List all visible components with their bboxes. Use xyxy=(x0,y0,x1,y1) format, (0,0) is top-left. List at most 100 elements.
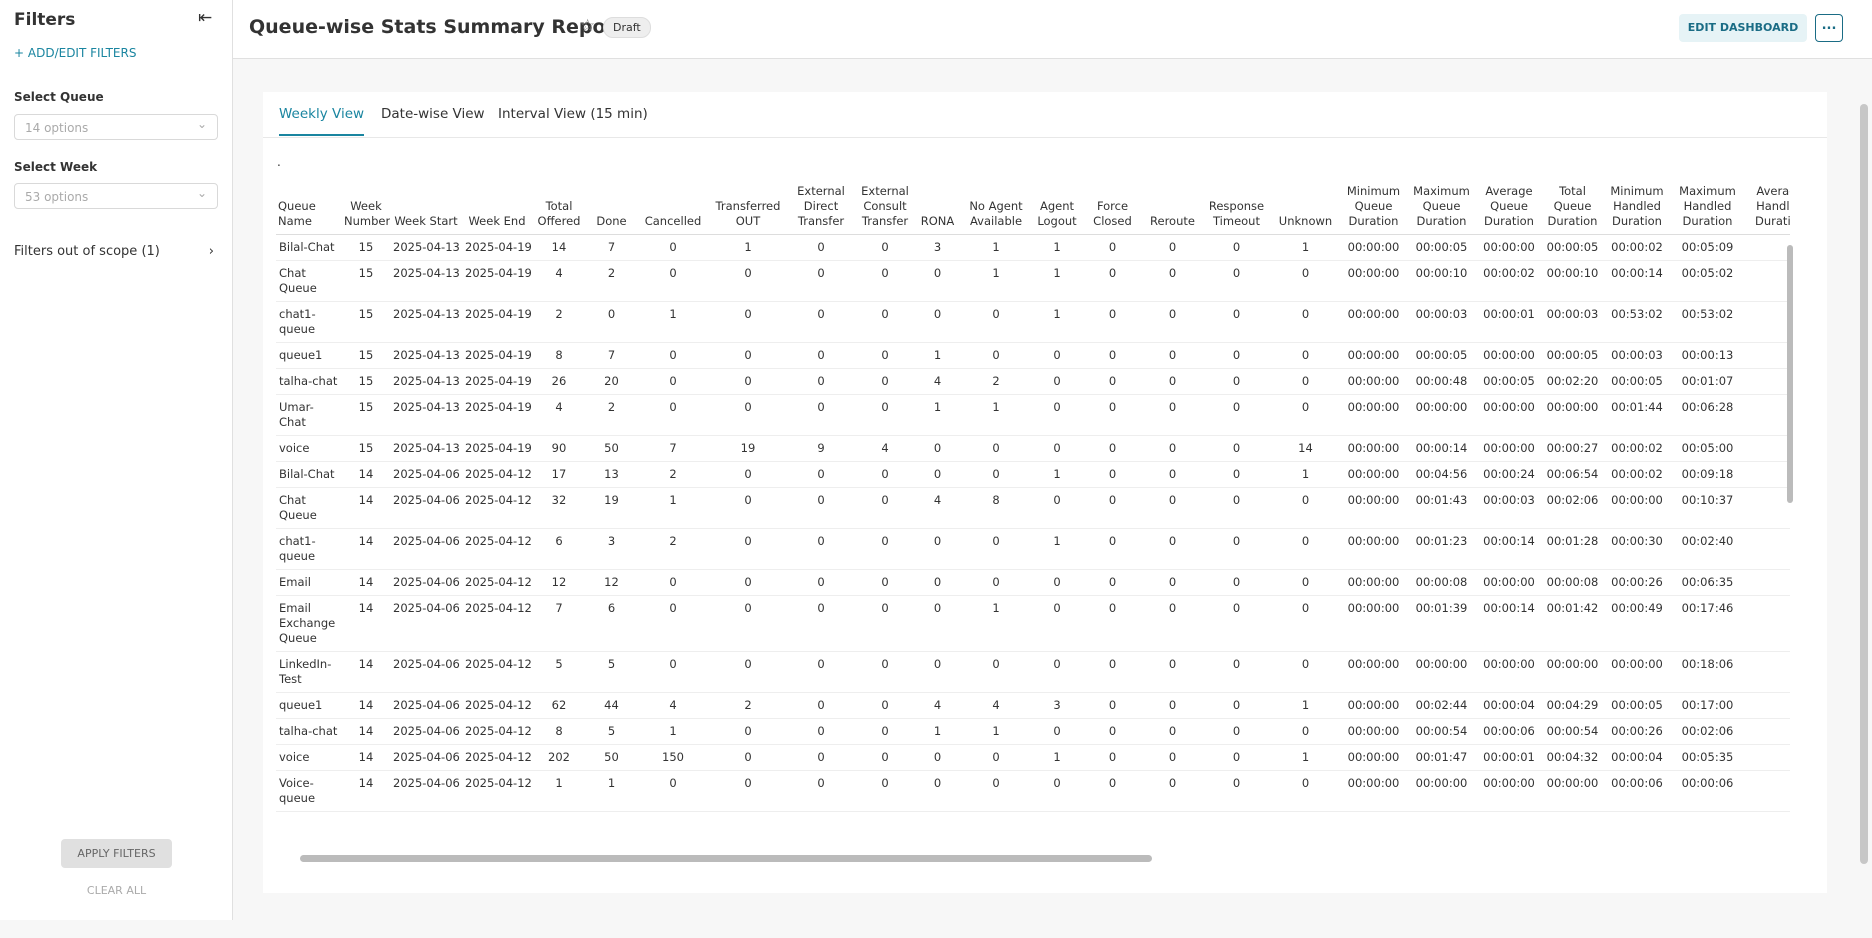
table-cell: 1 xyxy=(1032,301,1082,343)
table-cell: 0 xyxy=(1143,692,1202,719)
table-cell: 2025-04-12 xyxy=(462,744,532,771)
table-cell: 0 xyxy=(1271,718,1340,745)
column-header[interactable]: Week Start xyxy=(390,179,462,235)
column-header[interactable]: Agent Logout xyxy=(1032,179,1082,235)
table-cell: 00:00:00 xyxy=(1476,770,1542,812)
table-cell: 00:00:14 xyxy=(1603,260,1671,302)
table-cell: 0 xyxy=(1202,394,1271,436)
column-header[interactable]: Queue Name xyxy=(276,179,342,235)
filter-label: Select Queue xyxy=(14,90,104,104)
edit-button[interactable]: EDIT DASHBOARD xyxy=(1679,14,1807,42)
filter-select[interactable]: 53 options xyxy=(14,180,218,209)
table-cell: 14 xyxy=(342,770,390,812)
table-cell: 0 xyxy=(637,342,709,369)
column-header[interactable]: Week End xyxy=(462,179,532,235)
table-cell: 0 xyxy=(855,718,915,745)
table-cell: Chat Queue xyxy=(276,260,342,302)
table-cell: 4 xyxy=(915,368,960,395)
table-cell xyxy=(1744,744,1790,771)
table-cell: 1 xyxy=(1032,260,1082,302)
column-header[interactable]: External Direct Transfer xyxy=(787,179,855,235)
table-cell: 0 xyxy=(855,744,915,771)
table-cell xyxy=(1744,770,1790,812)
column-header[interactable]: Reroute xyxy=(1143,179,1202,235)
table-row: LinkedIn-Test 14 2025-04-06 2025-04-12 5 5 0 0 0… xyxy=(276,651,1790,693)
column-header[interactable]: Response Timeout xyxy=(1202,179,1271,235)
header: Queue-wise Stats Summary Report ☆ Draft … xyxy=(233,0,1872,59)
table-cell: 0 xyxy=(1202,770,1271,812)
add-filters-button[interactable]: + ADD/EDIT FILTERS xyxy=(14,46,137,60)
add-filters-label[interactable]: ADD/EDIT FILTERS xyxy=(27,46,137,60)
table-cell: 0 xyxy=(709,301,787,343)
table-cell: 00:00:13 xyxy=(1671,342,1744,369)
table-cell: 00:10:37 xyxy=(1671,487,1744,529)
table-cell: 00:01:42 xyxy=(1542,595,1603,652)
more-button[interactable]: ... xyxy=(1815,14,1843,42)
tab[interactable]: Date-wise View xyxy=(381,106,485,122)
clear-button[interactable]: CLEAR ALL xyxy=(86,884,147,897)
column-header[interactable]: No Agent Available xyxy=(960,179,1032,235)
table-cell: 0 xyxy=(787,569,855,596)
table-cell: 0 xyxy=(1143,744,1202,771)
column-header[interactable]: Week Number xyxy=(342,179,390,235)
favorite-star[interactable]: ☆ xyxy=(580,16,596,36)
table-cell: 0 xyxy=(1202,718,1271,745)
table-cell: 00:00:03 xyxy=(1476,487,1542,529)
table-cell: 2025-04-19 xyxy=(462,301,532,343)
table-cell: 00:02:06 xyxy=(1542,487,1603,529)
table-cell: Email Exchange Queue xyxy=(276,595,342,652)
column-header[interactable]: Maximum Handled Duration xyxy=(1671,179,1744,235)
table-cell: 1 xyxy=(1271,234,1340,261)
column-header[interactable]: Cancelled xyxy=(637,179,709,235)
table-cell: 00:02:20 xyxy=(1542,368,1603,395)
table-cell: 0 xyxy=(855,651,915,693)
table-cell xyxy=(1744,692,1790,719)
column-header[interactable]: Average Handled Duration xyxy=(1744,179,1790,235)
column-header[interactable]: Minimum Handled Duration xyxy=(1603,179,1671,235)
column-header[interactable]: Minimum Queue Duration xyxy=(1340,179,1407,235)
table-cell: 1 xyxy=(637,487,709,529)
column-header[interactable]: Done xyxy=(586,179,637,235)
table-cell: 0 xyxy=(709,461,787,488)
table-cell: 2025-04-19 xyxy=(462,260,532,302)
table-cell xyxy=(1744,368,1790,395)
table-cell: 0 xyxy=(855,394,915,436)
out-of-scope-toggle[interactable]: Filters out of scope (1) › xyxy=(14,244,214,259)
table-cell: 0 xyxy=(855,487,915,529)
column-header[interactable]: Average Queue Duration xyxy=(1476,179,1542,235)
filter-select[interactable]: 14 options xyxy=(14,111,218,140)
table-cell: 00:00:00 xyxy=(1542,770,1603,812)
table-cell: 00:00:27 xyxy=(1542,435,1603,462)
table-cell: 00:01:44 xyxy=(1603,394,1671,436)
column-header[interactable]: RONA xyxy=(915,179,960,235)
table-cell: 0 xyxy=(1143,368,1202,395)
column-header[interactable]: Force Closed xyxy=(1082,179,1143,235)
table-row: Chat Queue 14 2025-04-06 2025-04-12 32 19 1 0 0 0… xyxy=(276,487,1790,529)
table-cell: 0 xyxy=(1271,651,1340,693)
column-header[interactable]: Unknown xyxy=(1271,179,1340,235)
table-cell: Email xyxy=(276,569,342,596)
table-cell: 00:00:05 xyxy=(1603,368,1671,395)
column-header[interactable]: External Consult Transfer xyxy=(855,179,915,235)
table-cell: 0 xyxy=(709,718,787,745)
table-cell: 0 xyxy=(586,301,637,343)
table-cell: 0 xyxy=(709,744,787,771)
table-cell: 0 xyxy=(787,595,855,652)
column-header[interactable]: Total Offered xyxy=(532,179,586,235)
table-cell: 5 xyxy=(532,651,586,693)
out-of-scope-label[interactable]: Filters out of scope (1) xyxy=(14,244,160,259)
h-scrollbar[interactable] xyxy=(300,855,1152,862)
column-header[interactable]: Transferred OUT xyxy=(709,179,787,235)
table-cell: 0 xyxy=(787,487,855,529)
column-header[interactable]: Maximum Queue Duration xyxy=(1407,179,1476,235)
v-scrollbar[interactable] xyxy=(1787,245,1793,503)
tab[interactable]: Weekly View xyxy=(279,106,365,136)
column-header[interactable]: Total Queue Duration xyxy=(1542,179,1603,235)
table-cell: 0 xyxy=(709,368,787,395)
table-cell: 6 xyxy=(532,528,586,570)
table-cell: 0 xyxy=(787,342,855,369)
collapse-button[interactable]: ⇤ xyxy=(198,8,213,28)
tab[interactable]: Interval View (15 min) xyxy=(498,106,648,122)
window-scrollbar[interactable] xyxy=(1860,104,1868,864)
apply-button[interactable]: APPLY FILTERS xyxy=(61,839,172,868)
